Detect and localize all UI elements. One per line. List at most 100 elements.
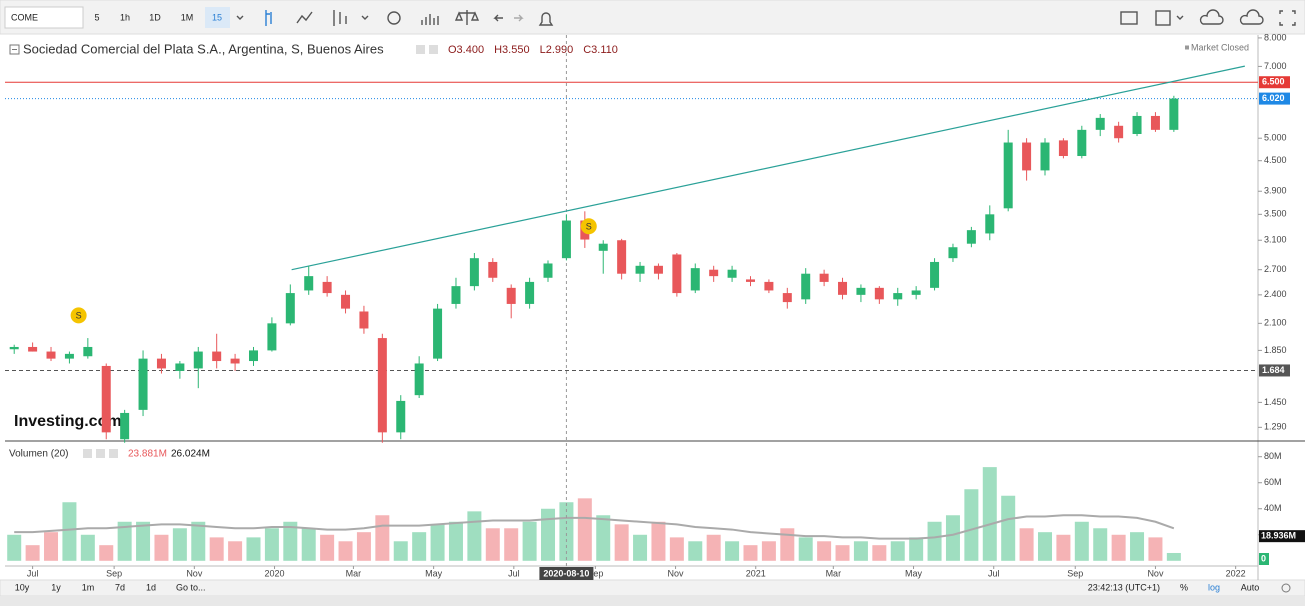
compare-icon[interactable] [454, 10, 480, 25]
candle-body [709, 269, 719, 277]
range-button[interactable]: 7d [115, 582, 125, 592]
legend-button[interactable] [416, 45, 425, 54]
x-tick-label: 2021 [746, 568, 766, 578]
volume-bar [356, 532, 371, 561]
ohlc-value: C3.110 [583, 44, 618, 56]
y-tick-label: 1.850 [1264, 345, 1287, 355]
goto-button[interactable]: Go to... [176, 582, 206, 592]
candle-body [120, 412, 130, 440]
range-button[interactable]: 1d [146, 582, 156, 592]
candle-body [874, 287, 884, 300]
volume-legend-value: 23.881M [128, 449, 167, 460]
volume-bar [596, 515, 611, 561]
volume-y-tick-label: 80M [1264, 451, 1282, 461]
candle-body [1114, 125, 1124, 139]
y-tick-label: 2.100 [1264, 318, 1287, 328]
volume-y-tick-label: 60M [1264, 477, 1282, 487]
candle-body [856, 287, 866, 295]
option-button[interactable]: % [1180, 582, 1188, 592]
volume-bar [909, 537, 924, 561]
interval-button[interactable]: 1h [120, 12, 130, 22]
chart-title: Sociedad Comercial del Plata S.A., Argen… [23, 41, 384, 56]
line-icon[interactable] [296, 11, 313, 24]
save-icon[interactable] [1239, 9, 1264, 25]
undo-icon[interactable] [493, 14, 503, 22]
symbol-box[interactable] [4, 6, 84, 29]
price-label: 1.684 [1262, 365, 1285, 375]
candle-body [230, 358, 240, 364]
range-button[interactable]: 1y [51, 582, 61, 592]
candle-body [653, 265, 663, 274]
x-tick-label: Jul [508, 568, 520, 578]
legend-button[interactable] [96, 449, 105, 458]
volume-bar [725, 541, 740, 561]
load-icon[interactable] [1199, 9, 1224, 25]
candle-body [745, 279, 755, 282]
volume-bar [1093, 528, 1108, 561]
y-tick-label: 1.290 [1264, 422, 1287, 432]
volume-y-tick-label: 40M [1264, 503, 1282, 513]
volume-bar [209, 537, 224, 561]
redo-icon[interactable] [514, 14, 524, 22]
volume-bar [1130, 532, 1145, 561]
x-tick-label: 2020 [265, 568, 285, 578]
y-tick-label: 1.450 [1264, 397, 1287, 407]
y-tick-label: 4.500 [1264, 155, 1287, 165]
candle-body [359, 311, 369, 329]
legend-button[interactable] [83, 449, 92, 458]
volume-bar [191, 521, 206, 561]
toolbar [0, 0, 1305, 35]
price-label-box [1259, 92, 1290, 105]
volume-bar [448, 521, 463, 561]
price-label-box [1259, 364, 1290, 377]
candle-body [101, 365, 111, 433]
indicators-icon[interactable] [333, 10, 347, 26]
candle-body [285, 293, 295, 324]
snapshot-icon[interactable] [1120, 11, 1138, 25]
range-button[interactable]: 10y [15, 582, 30, 592]
candle-body [1150, 115, 1160, 130]
volume-bar [835, 545, 850, 561]
event-marker [580, 218, 597, 235]
candles-icon[interactable] [265, 10, 272, 26]
candle-body [212, 351, 222, 362]
candle-body [838, 281, 848, 295]
volume-bar [25, 545, 40, 561]
y-tick-label: 2.400 [1264, 289, 1287, 299]
interval-button[interactable]: 5 [94, 12, 99, 22]
option-button[interactable]: Auto [1241, 582, 1260, 592]
interval-button[interactable]: 1D [149, 12, 161, 22]
volume-bar [136, 521, 151, 561]
legend-button[interactable] [109, 449, 118, 458]
settings-icon[interactable] [387, 11, 401, 25]
volume-bar [7, 534, 22, 561]
interval-selected[interactable] [205, 7, 230, 28]
alert-icon[interactable] [538, 12, 554, 26]
fullscreen-icon[interactable] [1279, 10, 1296, 26]
studies-icon[interactable] [421, 14, 439, 25]
ohlc-value: O3.400 [448, 44, 484, 56]
volume-bar [467, 511, 482, 561]
x-tick-label: May [905, 568, 923, 578]
candle-body [672, 254, 682, 294]
interval-button[interactable]: 1M [181, 12, 194, 22]
layout-icon[interactable] [1155, 10, 1171, 26]
dropdown-icon[interactable] [1176, 15, 1184, 20]
volume-title: Volumen (20) [9, 449, 68, 460]
collapse-icon[interactable] [9, 44, 20, 55]
range-button[interactable]: 1m [82, 582, 95, 592]
interval-button[interactable]: 15 [212, 12, 222, 22]
dropdown-icon[interactable] [361, 15, 369, 20]
x-tick-label: Nov [668, 568, 685, 578]
candle-body [561, 220, 571, 259]
symbol: COME [11, 12, 38, 22]
legend-button[interactable] [429, 45, 438, 54]
candle-body [83, 346, 93, 357]
volume-bar [44, 532, 59, 561]
volume-bar [228, 541, 243, 561]
settings-icon[interactable] [1281, 583, 1291, 593]
option-button[interactable]: log [1208, 582, 1220, 592]
dropdown-icon[interactable] [236, 15, 244, 20]
y-tick-label: 7.000 [1264, 61, 1287, 71]
